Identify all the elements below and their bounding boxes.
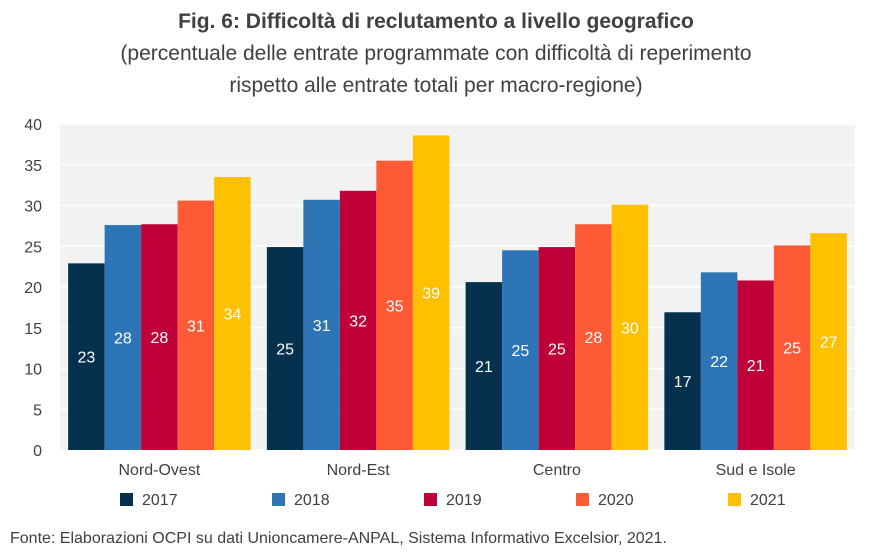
bar <box>376 160 413 451</box>
y-tick-label: 30 <box>24 199 42 216</box>
y-tick-label: 20 <box>24 280 42 297</box>
bar <box>266 247 304 450</box>
bar-value-label: 25 <box>783 341 801 358</box>
legend-swatch <box>120 493 133 506</box>
bar-value-label: 31 <box>313 318 331 335</box>
bar-value-label: 21 <box>747 358 765 375</box>
bar-value-label: 34 <box>223 306 241 323</box>
x-category-label: Centro <box>533 462 581 479</box>
bar <box>611 204 649 450</box>
bar-value-label: 31 <box>187 318 205 335</box>
legend-label: 2020 <box>598 492 634 509</box>
bar-value-label: 28 <box>150 330 168 347</box>
x-category-label: Sud e Isole <box>716 462 796 479</box>
bar <box>214 176 251 450</box>
y-tick-label: 25 <box>24 239 42 256</box>
x-category-label: Nord-Est <box>327 462 391 479</box>
bar-value-label: 22 <box>710 354 728 371</box>
chart-title: Fig. 6: Difficoltà di reclutamento a liv… <box>178 10 694 33</box>
bar <box>303 199 340 450</box>
bar <box>104 225 142 450</box>
y-tick-label: 15 <box>24 321 42 338</box>
legend-label: 2021 <box>750 492 786 509</box>
legend: 2017 2018 2019 2020 2021 <box>120 492 786 509</box>
bar <box>700 272 738 450</box>
bar-value-label: 23 <box>77 350 95 367</box>
legend-swatch <box>576 493 589 506</box>
bar-value-label: 30 <box>621 320 639 337</box>
bar <box>177 200 215 450</box>
category-labels: Nord-Ovest Nord-Est Centro Sud e Isole <box>118 462 795 479</box>
source-note: Fonte: Elaborazioni OCPI su dati Unionca… <box>10 530 667 547</box>
bar <box>502 250 539 450</box>
bar <box>664 312 701 450</box>
bar-value-label: 25 <box>276 342 294 359</box>
bar <box>141 224 178 450</box>
bar <box>737 280 774 450</box>
bar-value-label: 28 <box>584 330 602 347</box>
x-category-label: Nord-Ovest <box>118 462 200 479</box>
bar <box>773 245 811 450</box>
bar-value-label: 39 <box>422 286 440 303</box>
bar <box>339 190 377 450</box>
y-tick-label: 0 <box>33 443 42 460</box>
bar-value-label: 28 <box>114 331 132 348</box>
bar-value-label: 17 <box>674 374 692 391</box>
chart-subtitle-line2: rispetto alle entrate totali per macro-r… <box>229 74 643 97</box>
bar-value-label: 27 <box>820 335 838 352</box>
chart-subtitle-line1: (percentuale delle entrate programmate c… <box>120 42 752 65</box>
legend-label: 2017 <box>142 492 178 509</box>
y-axis-ticks: 0 5 10 15 20 25 30 35 40 <box>24 117 42 460</box>
y-tick-label: 10 <box>24 362 42 379</box>
legend-swatch <box>424 493 437 506</box>
bar-value-label: 25 <box>511 343 529 360</box>
bar-value-label: 25 <box>548 342 566 359</box>
y-tick-label: 40 <box>24 117 42 134</box>
legend-swatch <box>728 493 741 506</box>
legend-label: 2018 <box>294 492 330 509</box>
bar <box>412 135 450 450</box>
bar <box>810 233 847 450</box>
bar-value-label: 32 <box>349 313 367 330</box>
y-tick-label: 35 <box>24 158 42 175</box>
bar <box>538 247 576 450</box>
bars: 23 28 28 31 34 25 31 32 35 39 21 25 25 28 30 17 22 21 25 27 <box>68 135 847 451</box>
bar-value-label: 35 <box>386 298 404 315</box>
legend-swatch <box>272 493 285 506</box>
y-tick-label: 5 <box>33 402 42 419</box>
bar <box>465 282 503 450</box>
bar <box>68 263 105 450</box>
bar-value-label: 21 <box>475 359 493 376</box>
legend-label: 2019 <box>446 492 482 509</box>
bar <box>575 224 612 450</box>
